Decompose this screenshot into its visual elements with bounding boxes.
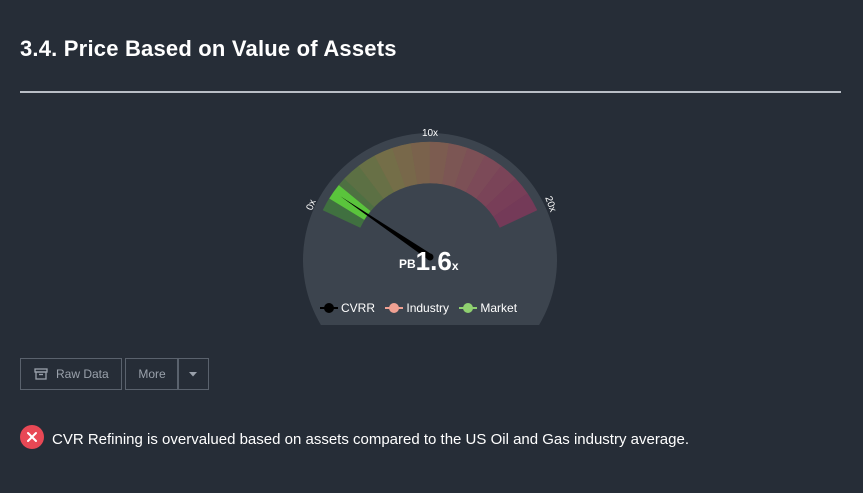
legend-marker-cvrr-icon [320,303,338,313]
close-circle-icon [20,425,44,449]
pb-gauge: 0x 10x 20x PB1.6x CVRR Industry Market [290,120,570,335]
raw-data-label: Raw Data [56,367,109,381]
raw-data-button[interactable]: Raw Data [20,358,122,390]
gauge-svg: 0x 10x 20x [303,128,558,325]
alert-text: CVR Refining is overvalued based on asse… [52,431,690,448]
legend-label-industry: Industry [406,301,450,315]
legend-marker-market-icon [459,303,478,313]
gauge-value: 1.6 [415,246,452,276]
gauge-legend: CVRR Industry Market [320,301,524,317]
gauge-mid-label: 10x [422,128,438,139]
more-button[interactable]: More [125,358,179,390]
gauge-band-segment [493,193,538,228]
caret-down-icon [189,372,197,377]
page-title: 3.4. Price Based on Value of Assets [20,36,397,61]
legend-label-cvrr: CVRR [341,301,376,315]
gauge-min-label: 0x [305,198,319,212]
archive-icon [34,368,48,380]
more-dropdown-button[interactable] [177,358,209,390]
gauge-value-prefix: PB [399,257,416,271]
legend-item-cvrr: CVRR [320,301,375,315]
gauge-needle [340,196,432,260]
gauge-needle-hub [426,253,434,261]
gauge-max-label: 20x [542,195,558,214]
legend-item-industry: Industry [385,301,449,315]
title-divider [20,91,841,93]
gauge-value-suffix: x [451,259,459,273]
legend-item-market: Market [459,301,517,315]
legend-marker-industry-icon [385,303,404,313]
gauge-value-label: PB1.6x [399,246,479,277]
legend-label-market: Market [480,301,518,315]
